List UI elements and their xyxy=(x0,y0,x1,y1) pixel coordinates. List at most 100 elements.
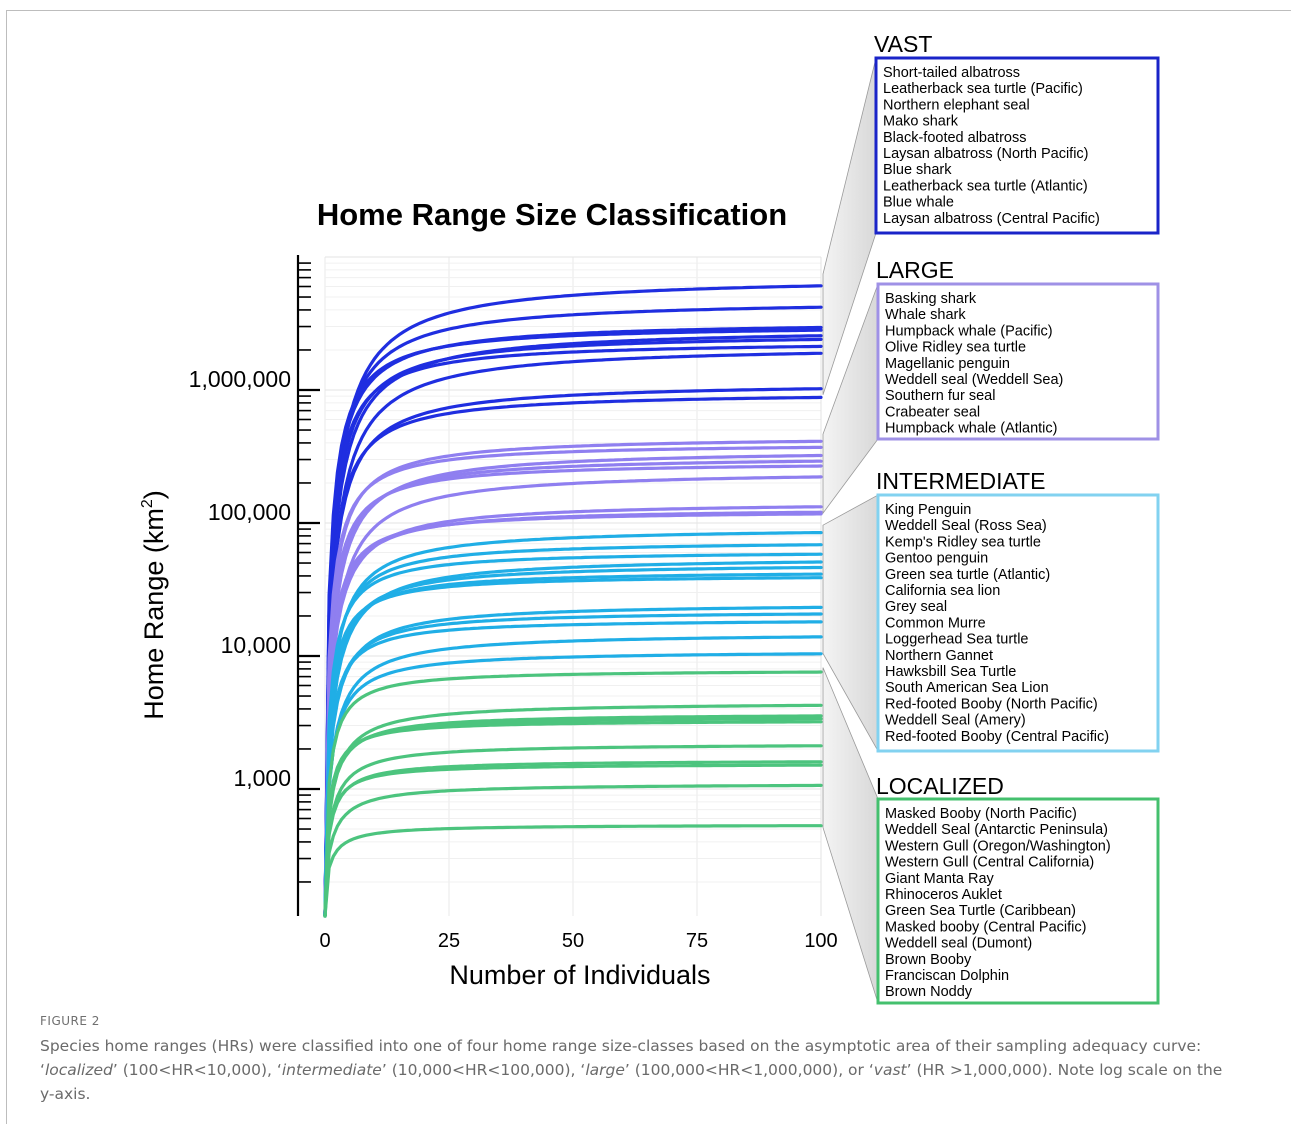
legend-species-item: Black-footed albatross xyxy=(883,130,1026,146)
caption-text: Species home ranges (HRs) were classifie… xyxy=(40,1037,1202,1079)
legend-species-item: Common Murre xyxy=(885,615,986,631)
legend-species-item: Laysan albatross (Central Pacific) xyxy=(883,211,1100,227)
legend-species-item: Blue shark xyxy=(883,162,952,178)
grid xyxy=(324,256,822,916)
legend-species-item: Hawksbill Sea Turtle xyxy=(885,664,1016,680)
legend-species-item: Laysan albatross (North Pacific) xyxy=(883,146,1089,162)
legend-species-item: Grey seal xyxy=(885,599,947,615)
legend-species-item: Gentoo penguin xyxy=(885,551,988,567)
caption-italic-term: intermediate xyxy=(281,1061,382,1079)
legend-species-item: Crabeater seal xyxy=(885,404,980,420)
legend-species-item: Humpback whale (Atlantic) xyxy=(885,421,1057,437)
series-line-vast xyxy=(323,337,823,918)
legend-species-item: Weddell Seal (Ross Sea) xyxy=(885,518,1047,534)
legend-species-item: Western Gull (Central California) xyxy=(885,855,1094,871)
legend-species-item: South American Sea Lion xyxy=(885,680,1049,696)
legend-species-item: Weddell Seal (Antarctic Peninsula) xyxy=(885,822,1108,838)
series-line-localized xyxy=(323,720,823,918)
caption-text: ’ (10,000<HR<100,000), ‘ xyxy=(381,1061,586,1079)
series-line-localized xyxy=(323,670,823,918)
legend-species-item: Weddell Seal (Amery) xyxy=(885,713,1026,729)
figure-caption: Species home ranges (HRs) were classifie… xyxy=(40,1034,1240,1106)
series-line-vast xyxy=(323,351,823,918)
legend-box xyxy=(874,56,1160,235)
series-line-vast xyxy=(323,395,823,918)
category-connectors xyxy=(822,57,879,1004)
x-axis-label: Number of Individuals xyxy=(449,960,710,990)
legend-species-item: Magellanic penguin xyxy=(885,356,1010,372)
series-line-large xyxy=(323,464,823,918)
y-tick-label: 10,000 xyxy=(221,632,291,658)
legend-species-item: Loggerhead Sea turtle xyxy=(885,632,1029,648)
y-axis-label-base: Home Range (km xyxy=(139,508,169,720)
legend-species-item: Weddell seal (Dumont) xyxy=(885,936,1032,952)
home-range-chart: 1,000 10,000 100,000 1,000,000 0 25 50 75 100 Ho… xyxy=(139,31,1160,1005)
caption-text: ’ (100<HR<10,000), ‘ xyxy=(112,1061,282,1079)
legend-species-item: Humpback whale (Pacific) xyxy=(885,323,1053,339)
legend-species-item: Brown Noddy xyxy=(885,984,973,1000)
figure-frame-left xyxy=(6,10,7,1124)
legend-box xyxy=(876,797,1160,1005)
legend-species-item: Masked Booby (North Pacific) xyxy=(885,806,1077,822)
legend-heading: LARGE xyxy=(876,257,954,283)
legend-species-item: Northern Gannet xyxy=(885,648,993,664)
x-tick-label: 25 xyxy=(438,930,460,952)
series-line-large xyxy=(323,445,823,918)
legend-species-item: Giant Manta Ray xyxy=(885,871,995,887)
caption-italic-term: large xyxy=(585,1061,625,1079)
legend-species-item: California sea lion xyxy=(885,583,1000,599)
legend-heading: VAST xyxy=(874,31,932,57)
legend-species-item: Short-tailed albatross xyxy=(883,65,1020,81)
legend-species-item: Western Gull (Oregon/Washington) xyxy=(885,838,1111,854)
figure-frame-top xyxy=(6,10,1291,11)
series-line-large xyxy=(323,439,823,918)
legend-species-item: Brown Booby xyxy=(885,952,972,968)
caption-italic-term: localized xyxy=(44,1061,113,1079)
series-line-localized xyxy=(323,703,823,918)
y-tick-label: 1,000 xyxy=(233,765,291,791)
x-tick-label: 100 xyxy=(804,930,837,952)
series-line-intermediate xyxy=(323,605,823,918)
legend-species-item: Green Sea Turtle (Caribbean) xyxy=(885,903,1076,919)
caption-text: ’ (HR >1,000,000). Note log scale on the… xyxy=(40,1061,1223,1103)
series-line-intermediate xyxy=(323,576,823,918)
series-line-localized xyxy=(323,763,823,918)
y-axis-label-superscript: 2 xyxy=(139,499,156,508)
caption-text: ’ (100,000<HR<1,000,000), or ‘ xyxy=(624,1061,874,1079)
legend-box xyxy=(876,282,1160,441)
series-line-intermediate xyxy=(323,635,823,918)
caption-italic-term: vast xyxy=(873,1061,907,1079)
legend-species-item: Southern fur seal xyxy=(885,388,995,404)
x-tick-label: 0 xyxy=(319,930,330,952)
svg-text:Home Range (km2): Home Range (km2) xyxy=(139,490,169,719)
chart-title: Home Range Size Classification xyxy=(317,197,787,232)
legend-species-item: Masked booby (Central Pacific) xyxy=(885,919,1086,935)
series-line-localized xyxy=(323,717,823,918)
legend-species-item: Red-footed Booby (Central Pacific) xyxy=(885,729,1109,745)
legend-species-item: Leatherback sea turtle (Pacific) xyxy=(883,81,1083,97)
series-line-intermediate xyxy=(323,552,823,918)
series-line-large xyxy=(323,512,823,918)
series-line-vast xyxy=(323,284,823,918)
legend-species-item: Northern elephant seal xyxy=(883,97,1030,113)
series-line-localized xyxy=(323,824,823,918)
legend-species-item: Basking shark xyxy=(885,291,977,307)
legend-species-item: Rhinoceros Auklet xyxy=(885,887,1002,903)
series-line-localized xyxy=(323,760,823,918)
legend-species-item: Mako shark xyxy=(883,114,959,130)
legend-species-item: Weddell seal (Weddell Sea) xyxy=(885,372,1063,388)
legend-species-item: Leatherback sea turtle (Atlantic) xyxy=(883,178,1088,194)
series-line-intermediate xyxy=(323,543,823,918)
series-line-intermediate xyxy=(323,565,823,918)
series-line-large xyxy=(323,475,823,918)
x-tick-label: 50 xyxy=(562,930,584,952)
axes: 1,000 10,000 100,000 1,000,000 0 25 50 75 100 xyxy=(189,255,838,952)
y-tick-label: 100,000 xyxy=(208,499,291,525)
legend-species-item: Whale shark xyxy=(885,307,966,323)
series-line-intermediate xyxy=(323,612,823,918)
